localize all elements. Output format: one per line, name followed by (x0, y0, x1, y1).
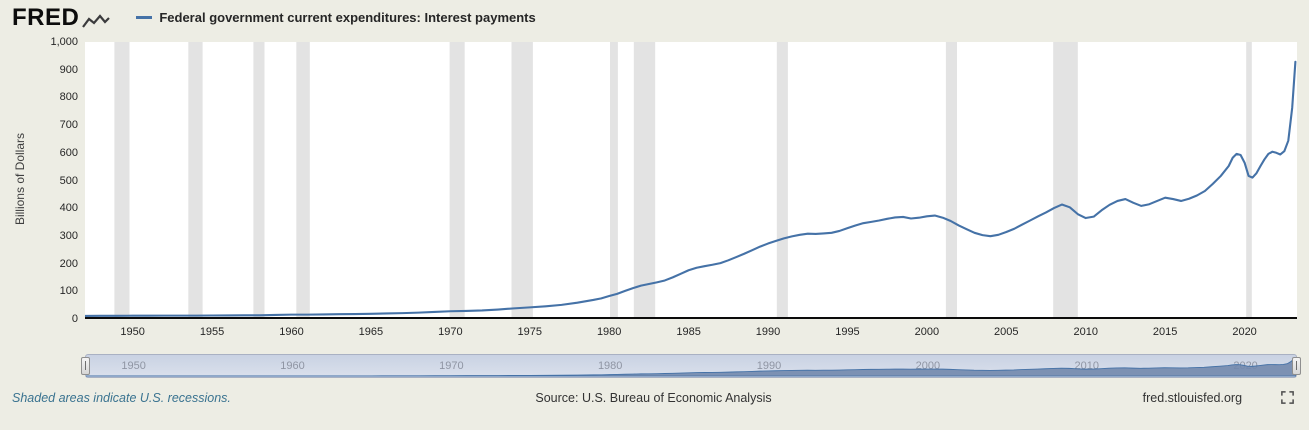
recession-band (114, 42, 130, 317)
site-link[interactable]: fred.stlouisfed.org (1142, 390, 1243, 405)
fred-logo-text: FRED (12, 3, 80, 31)
recession-band (776, 42, 788, 317)
x-tick-label: 2020 (1232, 326, 1257, 338)
brush-handle-grip (85, 361, 86, 370)
recession-band (449, 42, 465, 317)
y-tick-label: 1,000 (50, 36, 78, 48)
y-tick-label: 800 (59, 91, 78, 104)
recession-band (633, 42, 656, 317)
y-tick-label: 500 (59, 174, 78, 187)
chart-region: Billions of Dollars 0 100 200 300 400 500 600 7… (0, 32, 1309, 340)
recession-band (1246, 42, 1252, 317)
brush-tick-label: 1970 (439, 360, 464, 372)
brush-area (86, 357, 1296, 377)
x-tick-label: 1990 (755, 326, 781, 338)
x-tick-label: 1985 (676, 326, 701, 338)
y-tick-label: 0 (71, 313, 78, 325)
legend: Federal government current expenditures:… (136, 10, 536, 25)
x-tick-label: 1980 (596, 326, 622, 338)
brush-handle-grip (1296, 361, 1297, 370)
x-tick-label: 2005 (994, 326, 1019, 338)
recession-band (945, 42, 957, 317)
footer: Shaded areas indicate U.S. recessions. S… (0, 390, 1309, 405)
legend-label: Federal government current expenditures:… (159, 10, 536, 25)
brush-handle-right[interactable] (1292, 357, 1301, 375)
y-tick-label: 200 (59, 257, 78, 270)
x-tick-label: 2000 (914, 326, 940, 338)
y-tick-label: 100 (59, 285, 78, 298)
brush-tick-label: 1960 (280, 360, 305, 372)
brush-tick-label: 1990 (756, 360, 782, 372)
recession-note-link[interactable]: Shaded areas indicate U.S. recessions. (12, 390, 231, 405)
y-tick-label: 300 (59, 229, 78, 242)
fullscreen-icon[interactable] (1280, 390, 1295, 405)
legend-line-swatch (136, 16, 153, 19)
recession-band (1053, 42, 1078, 317)
y-tick-label: 600 (59, 146, 78, 159)
series-line (85, 60, 1297, 317)
x-tick-label: 1965 (358, 326, 384, 338)
plot-svg (85, 42, 1297, 317)
y-tick-label: 900 (59, 63, 78, 76)
x-tick-label: 1950 (120, 326, 145, 338)
x-tick-label: 1955 (199, 326, 225, 338)
x-axis: 1950 1955 1960 1965 1970 1975 1980 1985 1990 1995… (85, 326, 1297, 340)
x-tick-label: 1975 (517, 326, 542, 338)
x-tick-label: 1960 (279, 326, 304, 338)
plot-area[interactable] (85, 42, 1297, 319)
source-link[interactable]: Source: U.S. Bureau of Economic Analysis (535, 390, 772, 405)
recession-band (610, 42, 618, 317)
brush-handle-left[interactable] (81, 357, 90, 375)
y-tick-label: 700 (59, 119, 78, 132)
x-tick-label: 1995 (835, 326, 860, 338)
brush-tick-label: 1950 (121, 360, 146, 372)
x-tick-label: 2010 (1073, 326, 1098, 338)
recession-band (296, 42, 310, 317)
recession-band (253, 42, 265, 317)
recession-band (188, 42, 203, 317)
fred-logo[interactable]: FRED (12, 3, 111, 31)
fred-logo-squiggle-icon (82, 13, 111, 28)
range-selector[interactable]: 19501960197019801990200020102020 (81, 354, 1301, 378)
brush-tick-label: 1980 (597, 360, 623, 372)
recession-band (511, 42, 533, 317)
x-tick-label: 1970 (438, 326, 463, 338)
footer-right: fred.stlouisfed.org (772, 390, 1295, 405)
brush-mini-chart (86, 357, 1296, 377)
y-tick-label: 400 (59, 202, 78, 215)
x-tick-label: 2015 (1152, 326, 1178, 338)
y-axis: 0 100 200 300 400 500 600 700 800 900 1,000 (0, 36, 78, 325)
header: FRED Federal government current expendit… (0, 0, 1309, 32)
